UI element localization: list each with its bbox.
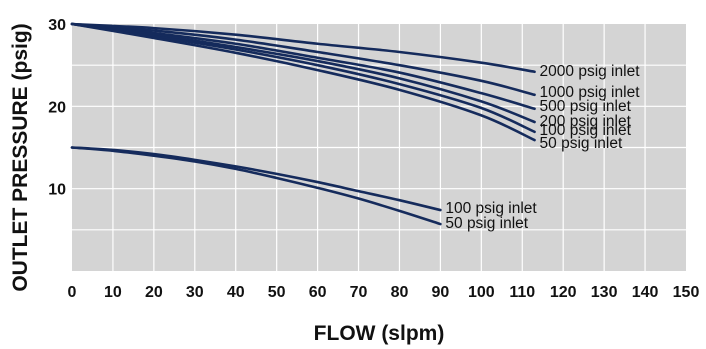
series-line	[70, 22, 536, 142]
series-line	[70, 146, 442, 226]
y-tick-label: 30	[48, 17, 66, 34]
x-tick-label: 50	[268, 284, 286, 301]
series-line	[70, 22, 536, 97]
x-tick-label: 100	[468, 284, 495, 301]
x-tick-label: 30	[186, 284, 204, 301]
series-label: 1000 psig inlet	[540, 84, 641, 101]
y-tick-labels: 10 20 30	[48, 17, 66, 199]
series-lines	[70, 22, 536, 226]
series-label: 50 psig inlet	[540, 135, 623, 152]
x-tick-label: 40	[227, 284, 245, 301]
series-label: 50 psig inlet	[445, 215, 528, 232]
series-line	[70, 22, 536, 134]
y-axis-title: OUTLET PRESSURE (psig)	[9, 23, 32, 291]
y-tick-label: 20	[48, 99, 66, 116]
x-tick-labels: 0 10 20 30 40 50 60 70 80 90 100 110 120 130 140 150	[68, 284, 700, 301]
x-axis-title: FLOW (slpm)	[314, 322, 445, 345]
series-line	[70, 22, 536, 124]
x-tick-label: 0	[68, 284, 77, 301]
x-tick-label: 60	[309, 284, 327, 301]
x-tick-label: 150	[673, 284, 700, 301]
series-label: 100 psig inlet	[540, 122, 632, 139]
x-tick-label: 120	[550, 284, 577, 301]
series-line	[70, 22, 536, 111]
series-line	[70, 22, 536, 74]
x-tick-label: 80	[391, 284, 409, 301]
x-tick-label: 70	[350, 284, 368, 301]
series-label: 200 psig inlet	[540, 113, 632, 130]
x-tick-label: 130	[591, 284, 618, 301]
x-tick-label: 20	[145, 284, 163, 301]
series-label: 500 psig inlet	[540, 98, 632, 115]
series-label: 2000 psig inlet	[540, 63, 641, 80]
y-tick-label: 10	[48, 182, 66, 199]
x-tick-label: 10	[104, 284, 122, 301]
x-tick-label: 110	[509, 284, 535, 301]
series-label: 100 psig inlet	[445, 200, 537, 217]
x-tick-label: 140	[632, 284, 659, 301]
x-tick-label: 90	[432, 284, 450, 301]
